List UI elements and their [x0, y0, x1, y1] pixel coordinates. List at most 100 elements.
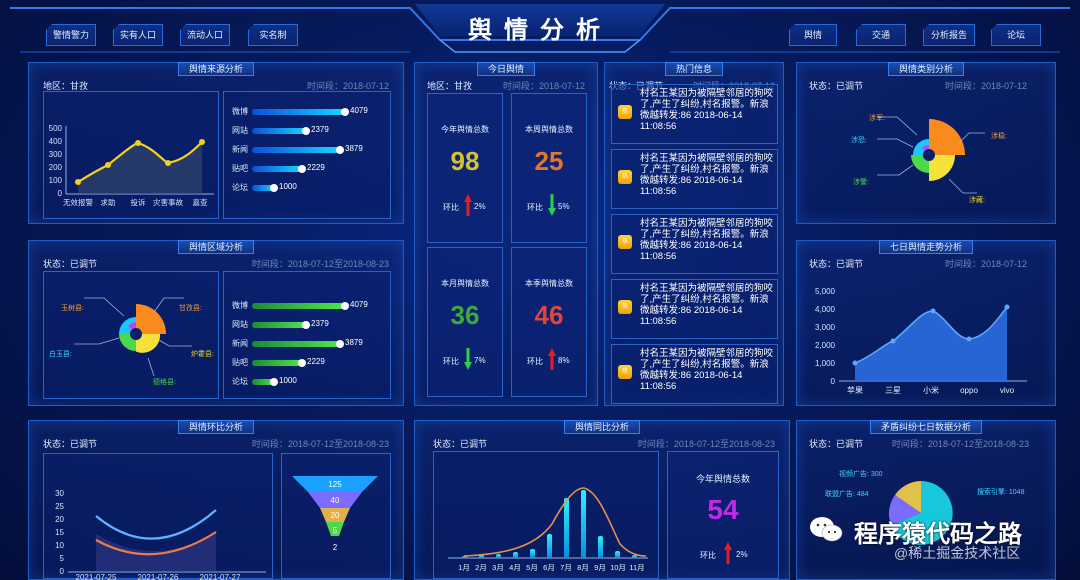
source-point: [75, 179, 81, 185]
yoy-change-pct: 2%: [736, 550, 748, 559]
nav-floating[interactable]: 流动人口: [180, 24, 230, 46]
bar-value: 2379: [311, 319, 329, 328]
arrow-down-icon: [548, 194, 556, 216]
news-item[interactable]: 热村名王某因为被隔壁邻居的狗咬了,产生了纠纷,村名报警。新浪微越转发:86 20…: [611, 214, 778, 274]
nav-police[interactable]: 警情警力: [46, 24, 96, 46]
card-value: 36: [450, 300, 480, 330]
yoy-xtick: 7月: [560, 563, 572, 572]
bar-label: 论坛: [232, 377, 248, 386]
news-item[interactable]: 热村名王某因为被隔壁邻居的狗咬了,产生了纠纷,村名报警。新浪微越转发:86 20…: [611, 149, 778, 209]
rose-slice: [929, 155, 955, 181]
yoy-year-title: 今年舆情总数: [695, 474, 750, 484]
source-point: [105, 162, 111, 168]
card-value: 98: [450, 146, 480, 176]
card-change-label: 环比: [527, 357, 543, 366]
yoy-xtick: 10月: [610, 563, 626, 572]
source-point: [135, 140, 141, 146]
yoy-chart: 1月 2月 3月 4月 5月 6月 7月 8月 9月 10月 11月: [433, 451, 659, 579]
nav-report[interactable]: 分析报告: [923, 24, 975, 46]
yoy-xtick: 5月: [526, 563, 538, 572]
bar-label: 新闻: [232, 145, 248, 154]
yoy-bar: [615, 551, 620, 558]
source-ytick: 300: [49, 150, 63, 159]
category-label: 涉藏:: [969, 197, 985, 204]
rose-slice: [911, 155, 929, 173]
ring-ytick: 25: [55, 502, 64, 511]
source-point: [165, 160, 171, 166]
header-frame: [10, 4, 1070, 53]
trend-xtick: 苹果: [847, 385, 863, 395]
today-title: 今日舆情: [476, 62, 536, 76]
news-item[interactable]: 热村名王某因为被隔壁邻居的狗咬了,产生了纠纷,村名报警。新浪微越转发:86 20…: [611, 279, 778, 339]
page-title: 舆情分析: [468, 17, 612, 44]
trend-xtick: 小米: [923, 385, 939, 395]
pie-slice: [895, 481, 921, 513]
trend-xtick: oppo: [960, 386, 978, 395]
watermark-brand: 程序猿代码之路: [854, 521, 1022, 548]
card-change-pct: 2%: [474, 202, 486, 211]
funnel-level: [320, 508, 350, 522]
funnel-level: [326, 522, 344, 536]
bar-forum: [252, 378, 278, 386]
nav-opinion[interactable]: 舆情: [789, 24, 837, 46]
nav-population[interactable]: 实有人口: [113, 24, 163, 46]
dispute-label: 搜索引擎: 1048: [977, 489, 1025, 496]
bar-value: 3879: [345, 144, 363, 153]
bar-value: 1000: [279, 182, 297, 191]
trend-ytick: 2,000: [815, 341, 836, 350]
trend-xtick: vivo: [1000, 386, 1015, 395]
card-change-label: 环比: [443, 203, 459, 212]
bar-label: 新闻: [232, 339, 248, 348]
yoy-year-card: 今年舆情总数 54 环比 2%: [667, 451, 779, 579]
bar-value: 1000: [279, 376, 297, 385]
category-status: 状态：已调节: [809, 81, 864, 91]
nav-forum[interactable]: 论坛: [991, 24, 1041, 46]
source-xtick: 嘉查: [193, 197, 208, 207]
bar-label: 网站: [232, 320, 248, 329]
yoy-bar: [530, 549, 535, 558]
trend-xtick: 三星: [885, 386, 901, 395]
trend-ytick: 4,000: [815, 305, 836, 314]
rose-slice: [136, 334, 161, 353]
dispute-status: 状态：已调节: [809, 439, 864, 449]
trend-ytick: 5,000: [815, 287, 836, 296]
ring-series-1: [95, 509, 217, 540]
news-item[interactable]: 热村名王某因为被隔壁邻居的狗咬了,产生了纠纷,村名报警。新浪微越转发:86 20…: [611, 84, 778, 144]
yoy-xtick: 9月: [594, 563, 606, 572]
bar-label: 贴吧: [232, 358, 248, 367]
arrow-up-icon: [724, 542, 732, 564]
today-region: 地区：甘孜: [427, 81, 473, 91]
source-xtick: 无效报警: [63, 197, 93, 207]
region-label: 甘孜县:: [179, 305, 202, 312]
bar-value: 4079: [350, 300, 368, 309]
region-label: 德格县:: [153, 379, 176, 386]
source-time: 时间段：2018-07-12: [306, 81, 389, 91]
dispute-pie-chart: [888, 481, 953, 545]
dispute-label: 视频广告: 300: [839, 471, 883, 478]
region-time: 时间段：2018-07-12至2018-08-23: [251, 259, 389, 269]
ring-ytick: 30: [55, 489, 64, 498]
yoy-xtick: 6月: [543, 563, 555, 572]
ring-panel: 舆情环比分析 状态：已调节 时间段：2018-07-12至2018-08-23 …: [28, 420, 404, 580]
card-change-pct: 8%: [558, 356, 570, 365]
nav-realname[interactable]: 实名制: [248, 24, 298, 46]
region-status: 状态：已调节: [43, 259, 98, 269]
card-change-label: 环比: [527, 203, 543, 212]
card-change-pct: 7%: [474, 356, 486, 365]
bar-value: 2229: [307, 357, 325, 366]
trend-point: [930, 308, 936, 314]
dispute-time: 时间段：2018-07-12至2018-08-23: [891, 439, 1029, 449]
source-xtick: 投诉: [131, 197, 146, 207]
news-item[interactable]: 热村名王某因为被隔壁邻居的狗咬了,产生了纠纷,村名报警。新浪微越转发:86 20…: [611, 344, 778, 404]
card-value: 46: [534, 300, 564, 330]
yoy-xtick: 3月: [492, 563, 504, 572]
card-value: 25: [534, 146, 564, 176]
bar-value: 3879: [345, 338, 363, 347]
card-title: 今年舆情总数: [441, 125, 489, 134]
ring-title: 舆情环比分析: [177, 420, 255, 434]
wechat-icon: [808, 514, 844, 544]
ring-ytick: 15: [55, 528, 64, 537]
source-ytick: 100: [49, 176, 63, 185]
nav-traffic[interactable]: 交通: [856, 24, 906, 46]
trend-ytick: 0: [831, 377, 836, 386]
